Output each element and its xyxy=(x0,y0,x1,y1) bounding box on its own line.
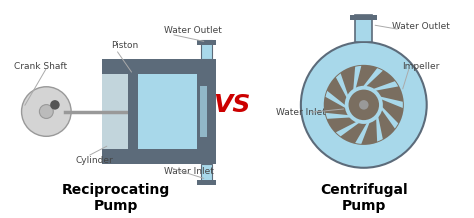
Text: Water Inlet: Water Inlet xyxy=(276,108,326,117)
Bar xyxy=(101,59,197,74)
Polygon shape xyxy=(336,73,348,99)
Text: Centrifugal
Pump: Centrifugal Pump xyxy=(320,183,408,213)
Circle shape xyxy=(301,42,427,168)
Circle shape xyxy=(345,86,383,124)
Bar xyxy=(201,164,212,181)
Text: Piston: Piston xyxy=(111,41,138,50)
Bar xyxy=(101,149,197,164)
Text: VS: VS xyxy=(214,93,251,117)
Text: Water Inlet: Water Inlet xyxy=(164,167,213,176)
Circle shape xyxy=(50,100,60,110)
Bar xyxy=(355,15,373,42)
Polygon shape xyxy=(379,96,403,108)
Bar xyxy=(197,59,216,164)
Bar xyxy=(197,180,216,185)
Circle shape xyxy=(348,90,379,120)
Bar xyxy=(201,40,212,59)
Polygon shape xyxy=(362,68,383,88)
Text: Impeller: Impeller xyxy=(402,62,439,71)
Text: Crank Shaft: Crank Shaft xyxy=(14,62,67,71)
Polygon shape xyxy=(326,113,352,119)
Bar xyxy=(350,15,377,20)
Polygon shape xyxy=(381,106,398,129)
Bar xyxy=(200,86,208,137)
Text: Reciprocating
Pump: Reciprocating Pump xyxy=(62,183,170,213)
Polygon shape xyxy=(372,81,398,91)
Polygon shape xyxy=(336,121,361,136)
Polygon shape xyxy=(353,66,361,91)
Bar xyxy=(128,74,138,149)
Circle shape xyxy=(324,65,404,145)
Bar xyxy=(101,74,128,149)
Circle shape xyxy=(359,100,369,110)
Bar xyxy=(197,40,216,45)
Polygon shape xyxy=(355,121,370,144)
Circle shape xyxy=(39,105,53,118)
Text: Water Outlet: Water Outlet xyxy=(164,26,221,35)
Text: Cylinder: Cylinder xyxy=(76,156,114,165)
Bar xyxy=(101,74,197,149)
Polygon shape xyxy=(376,115,383,142)
Text: Water Outlet: Water Outlet xyxy=(392,22,450,31)
Circle shape xyxy=(21,87,71,136)
Polygon shape xyxy=(326,91,347,109)
